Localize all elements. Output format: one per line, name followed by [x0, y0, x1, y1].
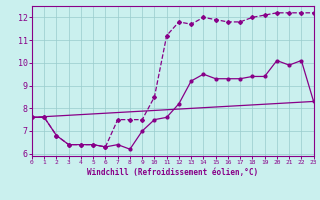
X-axis label: Windchill (Refroidissement éolien,°C): Windchill (Refroidissement éolien,°C) [87, 168, 258, 177]
